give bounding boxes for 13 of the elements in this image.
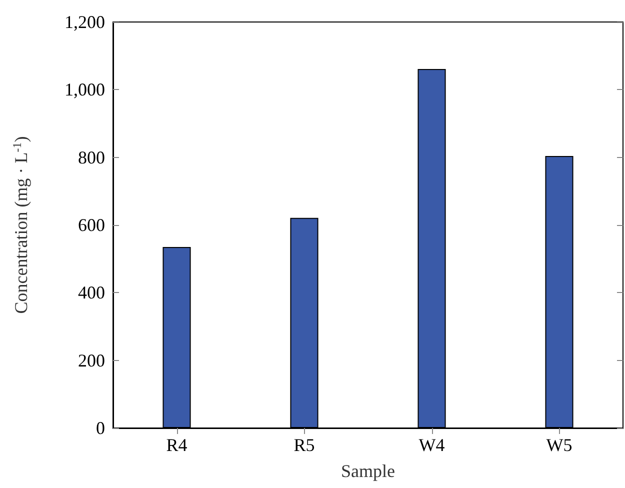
y-tick-label: 600 [78,215,105,235]
y-tick-label: 800 [78,147,105,168]
x-tick-label: W4 [418,435,445,455]
y-tick-label: 1,200 [64,12,105,32]
x-tick-label: R5 [294,435,315,455]
y-tick-label: 400 [78,282,105,303]
y-axis-title: Concentration (mg · L-1) [10,136,31,314]
y-tick-label: 0 [96,418,105,438]
x-tick-label: W5 [546,435,572,455]
x-tick-label: R4 [166,435,188,455]
y-tick-label: 200 [78,350,105,370]
y-tick-label: 1,000 [64,80,105,100]
x-axis-title: Sample [341,461,395,481]
